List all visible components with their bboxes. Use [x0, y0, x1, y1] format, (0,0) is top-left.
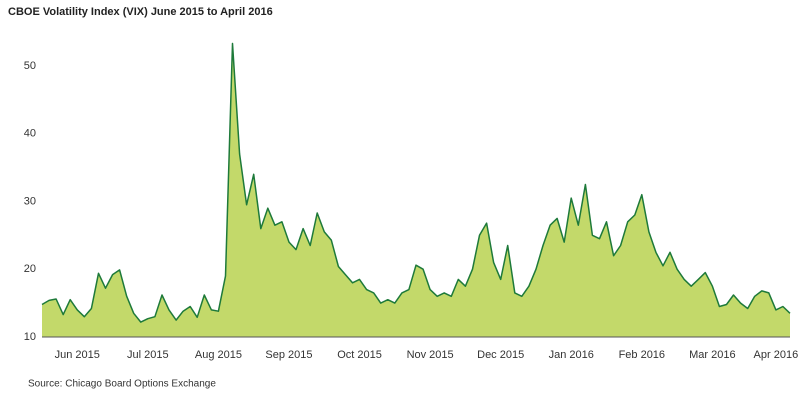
x-tick-label: Jun 2015: [55, 349, 100, 361]
x-tick-label: Apr 2016: [754, 349, 799, 361]
line: [41, 42, 791, 323]
x-tick-label: Jan 2016: [549, 349, 594, 361]
y-tick-label: 30: [24, 195, 36, 207]
x-tick-label: Aug 2015: [195, 349, 242, 361]
x-tick-label: Oct 2015: [337, 349, 382, 361]
chart-title: CBOE Volatility Index (VIX) June 2015 to…: [8, 6, 273, 18]
y-tick-label: 50: [24, 60, 36, 72]
x-tick-label: Feb 2016: [619, 349, 665, 361]
x-tick-label: Sep 2015: [265, 349, 312, 361]
y-tick-label: 20: [24, 263, 36, 275]
source-note: Source: Chicago Board Options Exchange: [28, 379, 216, 390]
x-tick-label: Jul 2015: [127, 349, 169, 361]
x-tick-label: Dec 2015: [477, 349, 524, 361]
y-tick-label: 10: [24, 331, 36, 343]
y-tick-label: 40: [24, 128, 36, 140]
x-tick-label: Mar 2016: [689, 349, 735, 361]
area: [42, 43, 790, 337]
x-tick-label: Nov 2015: [407, 349, 454, 361]
